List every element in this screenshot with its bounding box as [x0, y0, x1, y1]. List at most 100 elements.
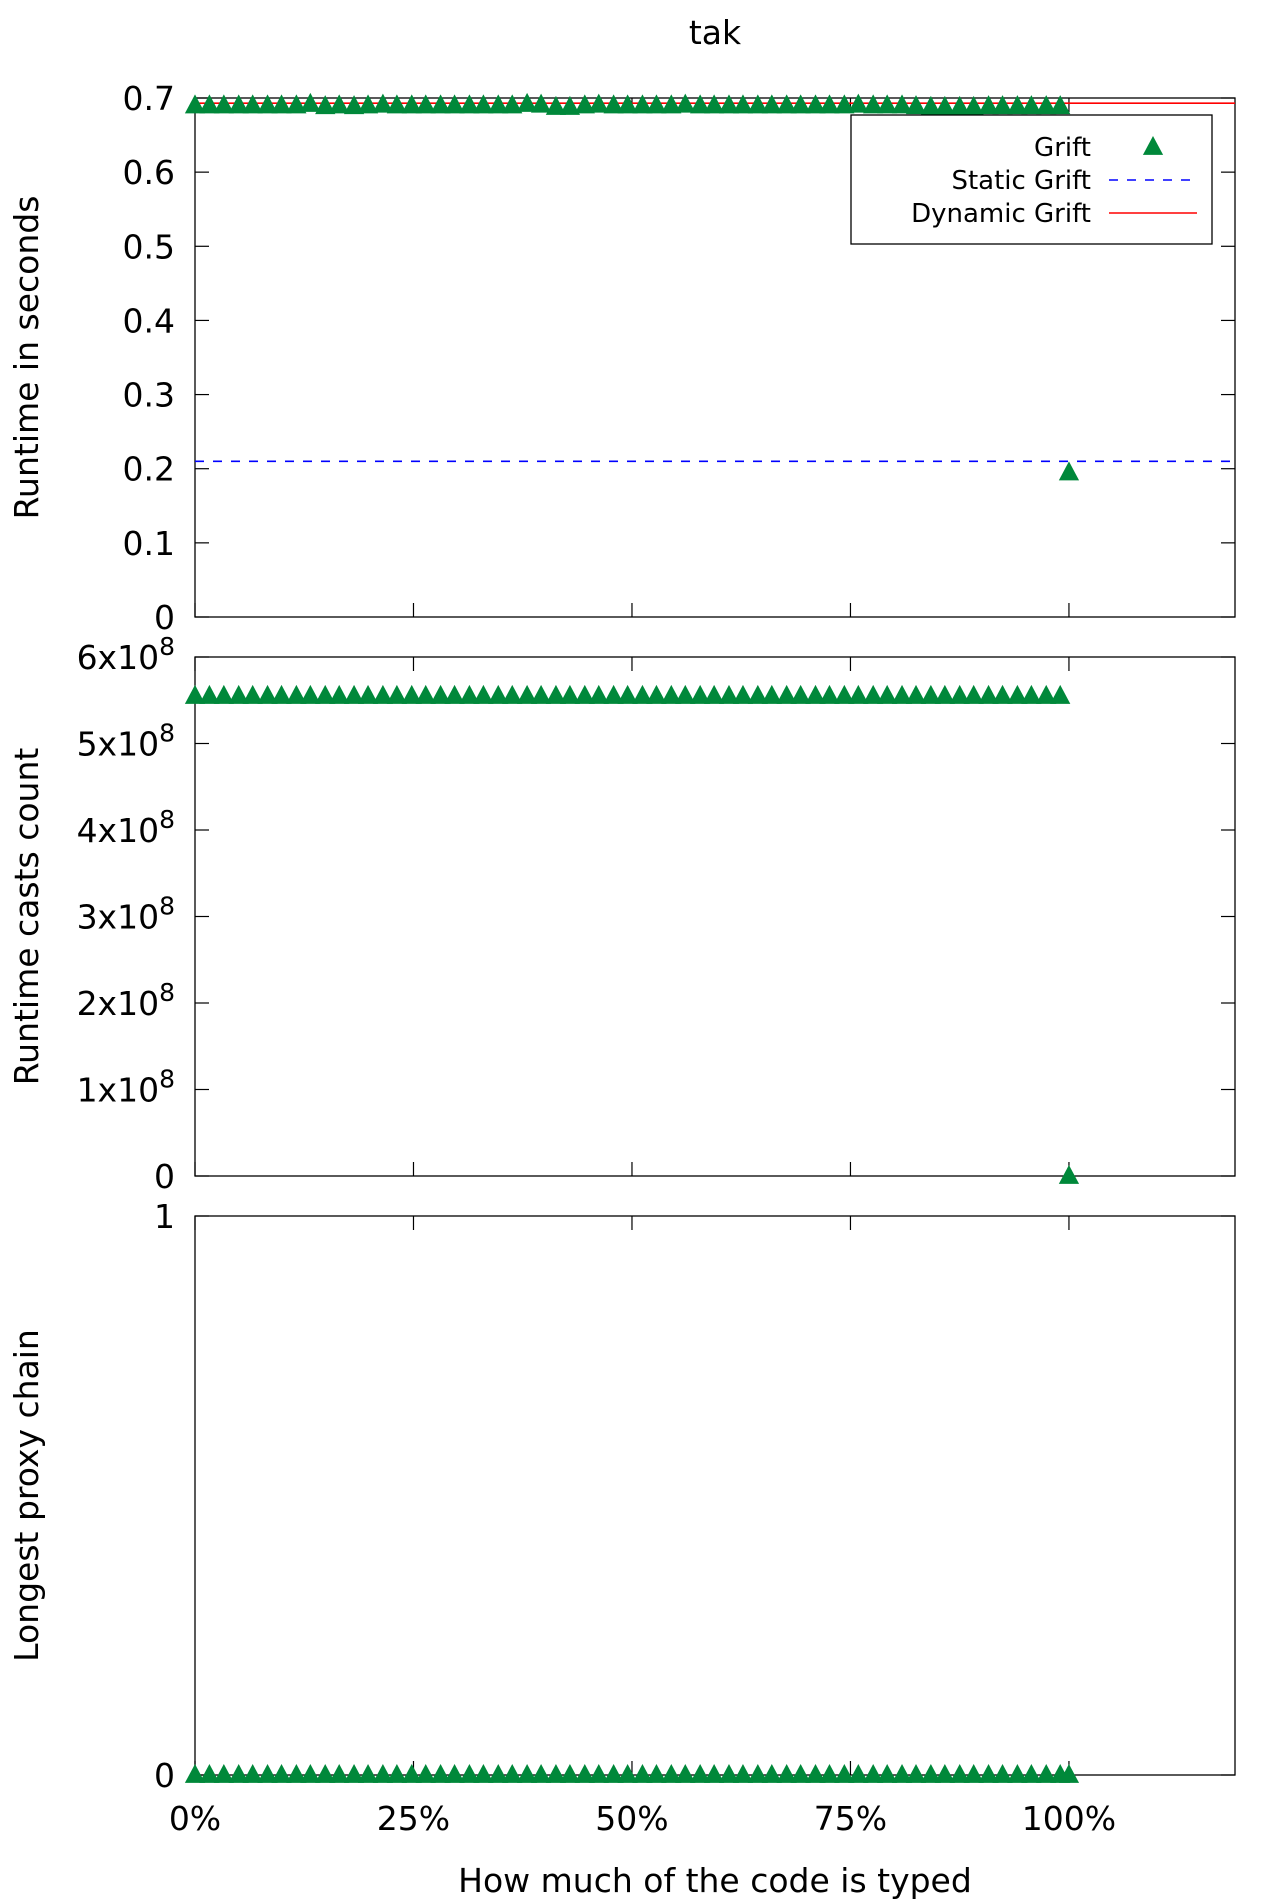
- grift-data-point: [1036, 1764, 1057, 1783]
- grift-data-point: [184, 684, 206, 704]
- grift-data-point: [559, 684, 581, 704]
- grift-data-point: [747, 684, 768, 704]
- grift-data-point: [228, 1764, 249, 1783]
- grift-data-point: [905, 1764, 927, 1783]
- grift-data-point: [343, 1764, 365, 1783]
- y-tick-label: 0.1: [123, 524, 175, 563]
- grift-data-point: [632, 684, 653, 704]
- grift-data-point: [1021, 95, 1042, 115]
- grift-data-point: [963, 95, 984, 115]
- grift-data-point: [761, 94, 782, 114]
- grift-data-point: [430, 94, 451, 114]
- grift-data-point: [300, 684, 321, 704]
- grift-data-point: [430, 1764, 451, 1783]
- grift-data-point: [545, 684, 567, 704]
- grift-data-point: [343, 684, 365, 704]
- grift-data-point: [444, 94, 465, 114]
- grift-data-point: [444, 1764, 465, 1783]
- grift-data-point: [690, 684, 711, 704]
- grift-data-point: [646, 684, 667, 704]
- grift-data-point: [545, 95, 567, 115]
- y-tick-label: 1: [154, 1197, 175, 1236]
- grift-data-point: [286, 1764, 307, 1783]
- grift-data-point: [1007, 95, 1028, 115]
- grift-data-point: [488, 1764, 509, 1783]
- grift-data-point: [1036, 684, 1057, 704]
- panel-middle: 0 1x108 2x108 3x108 4x108 5x108 6x108 Runtime c…: [7, 632, 1236, 1196]
- grift-data-point: [877, 94, 898, 114]
- x-tick-label: 75%: [814, 1799, 887, 1838]
- y-tick-label: 1x108: [77, 1065, 175, 1110]
- grift-data-point: [905, 95, 927, 115]
- grift-data-point: [805, 684, 826, 704]
- y-tick-label: 0.2: [123, 450, 175, 489]
- grift-data-point: [732, 94, 754, 114]
- grift-data-point: [488, 684, 509, 704]
- y-tick-label: 0.7: [123, 79, 175, 118]
- y-tick-label: 0.3: [123, 376, 175, 415]
- grift-data-point: [718, 1764, 740, 1783]
- grift-data-point: [675, 93, 696, 113]
- grift-data-point: [747, 94, 768, 114]
- grift-data-point: [934, 1764, 955, 1783]
- grift-data-point: [329, 94, 350, 114]
- grift-data-point: [213, 1764, 234, 1783]
- grift-data-point: [502, 684, 523, 704]
- y-tick-label: 0.4: [123, 301, 175, 340]
- grift-data-point: [704, 94, 725, 114]
- panel-bottom: 0 1 Longest proxy chain: [7, 1197, 1236, 1795]
- grift-data-point: [891, 1764, 913, 1783]
- grift-data-point: [184, 1764, 206, 1783]
- grift-data-point: [401, 1764, 422, 1783]
- grift-data-point: [848, 684, 869, 704]
- grift-data-point: [430, 684, 451, 704]
- grift-data-point: [704, 684, 725, 704]
- x-tick-label: 100%: [1022, 1799, 1116, 1838]
- y-axis-title: Runtime in seconds: [7, 196, 46, 520]
- x-tick-label: 50%: [595, 1799, 668, 1838]
- y-tick-label: 0: [154, 1756, 175, 1795]
- grift-data-point: [459, 1764, 480, 1783]
- x-tick-label: 0%: [169, 1799, 221, 1838]
- plot-frame: [194, 656, 1236, 1177]
- grift-data-point: [574, 684, 595, 704]
- grift-data-point: [949, 1764, 970, 1783]
- grift-data-point: [516, 92, 538, 112]
- grift-data-point: [271, 1764, 292, 1783]
- grift-data-point: [300, 92, 321, 112]
- grift-data-point: [300, 1764, 321, 1783]
- grift-data-point: [1050, 95, 1071, 115]
- grift-data-point: [617, 94, 638, 114]
- grift-data-point: [761, 684, 782, 704]
- grift-data-point: [242, 684, 263, 704]
- grift-data-point: [920, 1764, 941, 1783]
- grift-data-point: [415, 684, 436, 704]
- grift-data-point: [516, 1764, 538, 1783]
- grift-data-point: [646, 1764, 667, 1783]
- y-tick-label: 6x108: [77, 632, 175, 677]
- grift-data-point: [718, 94, 740, 114]
- grift-data-point: [1021, 1764, 1042, 1783]
- grift-data-point: [934, 684, 955, 704]
- grift-data-point: [718, 684, 740, 704]
- legend-label: Static Grift: [951, 166, 1091, 196]
- grift-data-point: [574, 94, 595, 114]
- y-tick-label: 0: [154, 598, 175, 637]
- grift-data-point: [184, 94, 206, 114]
- grift-data-point: [372, 93, 394, 113]
- grift-data-point: [920, 95, 941, 115]
- grift-data-point: [329, 1764, 350, 1783]
- grift-data-point: [776, 1764, 797, 1783]
- grift-data-point: [949, 95, 970, 115]
- grift-data-point: [271, 684, 292, 704]
- grift-data-point: [588, 1764, 609, 1783]
- grift-data-point: [315, 1764, 336, 1783]
- grift-data-point: [732, 684, 754, 704]
- grift-data-point: [934, 95, 955, 115]
- grift-data-point: [386, 94, 408, 114]
- grift-data-point: [213, 684, 234, 704]
- grift-data-point: [877, 684, 898, 704]
- grift-data-point: [199, 1764, 220, 1783]
- grift-data-point: [920, 684, 941, 704]
